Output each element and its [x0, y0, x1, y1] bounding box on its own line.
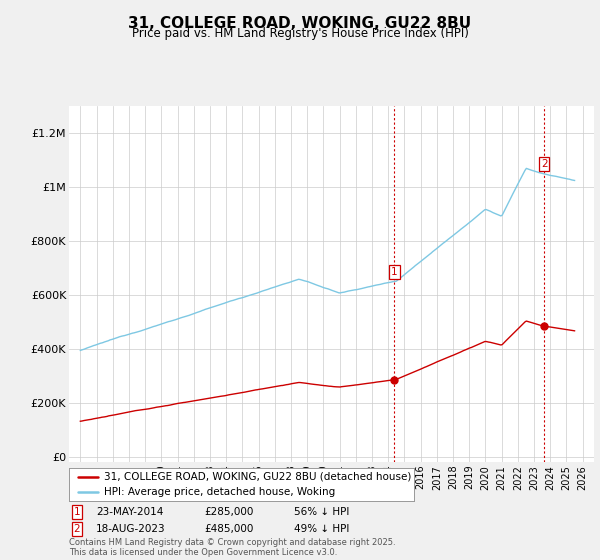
Text: 18-AUG-2023: 18-AUG-2023: [96, 524, 166, 534]
Text: 49% ↓ HPI: 49% ↓ HPI: [294, 524, 349, 534]
Text: 23-MAY-2014: 23-MAY-2014: [96, 507, 163, 517]
Text: 2: 2: [73, 524, 80, 534]
Text: Price paid vs. HM Land Registry's House Price Index (HPI): Price paid vs. HM Land Registry's House …: [131, 27, 469, 40]
Text: 31, COLLEGE ROAD, WOKING, GU22 8BU: 31, COLLEGE ROAD, WOKING, GU22 8BU: [128, 16, 472, 31]
Text: Contains HM Land Registry data © Crown copyright and database right 2025.
This d: Contains HM Land Registry data © Crown c…: [69, 538, 395, 557]
Text: HPI: Average price, detached house, Woking: HPI: Average price, detached house, Woki…: [104, 487, 335, 497]
Text: 1: 1: [391, 267, 398, 277]
Text: 56% ↓ HPI: 56% ↓ HPI: [294, 507, 349, 517]
Text: 1: 1: [73, 507, 80, 517]
Text: £485,000: £485,000: [204, 524, 253, 534]
Text: 31, COLLEGE ROAD, WOKING, GU22 8BU (detached house): 31, COLLEGE ROAD, WOKING, GU22 8BU (deta…: [104, 472, 411, 482]
Text: 2: 2: [541, 159, 548, 169]
Text: £285,000: £285,000: [204, 507, 253, 517]
